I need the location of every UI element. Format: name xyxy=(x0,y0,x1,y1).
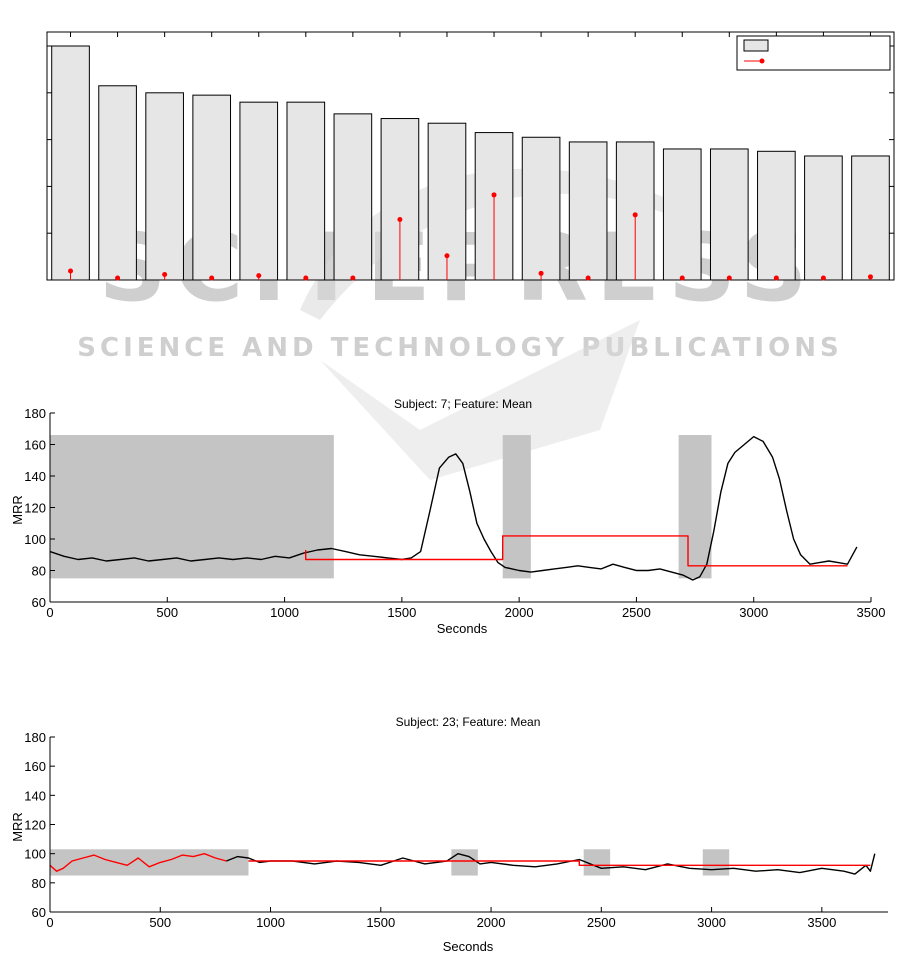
y-tick-label: 120 xyxy=(24,818,46,833)
x-tick-label: 1000 xyxy=(256,915,285,930)
x-tick-label: 1500 xyxy=(387,605,416,620)
x-tick-label: 500 xyxy=(149,915,171,930)
chart3-axes: 0 500 1000 1500 2000 2500 3000 3500 60 80 100 120 14… xyxy=(24,730,888,930)
series-line xyxy=(248,860,871,866)
x-tick-label: 2000 xyxy=(477,915,506,930)
chart2-title: Subject: 7; Feature: Mean xyxy=(394,397,532,411)
chart2-y-axis-label: MRR xyxy=(10,495,25,525)
stem-marker xyxy=(115,275,121,281)
chart1-legend xyxy=(736,35,891,71)
chart3-title: Subject: 23; Feature: Mean xyxy=(396,715,541,729)
y-tick-label: 140 xyxy=(24,788,46,803)
y-tick-label: 80 xyxy=(32,876,46,891)
stem-marker xyxy=(867,274,873,280)
chart3-x-axis-label: Seconds xyxy=(443,939,494,954)
stem-marker xyxy=(256,273,262,279)
y-tick-label: 100 xyxy=(24,532,46,547)
stem-marker xyxy=(209,275,215,281)
x-tick-label: 3500 xyxy=(857,605,886,620)
stem-marker xyxy=(444,253,450,259)
bar xyxy=(192,94,232,281)
y-tick-label: 160 xyxy=(24,438,46,453)
stem-marker xyxy=(68,268,74,274)
bar xyxy=(521,136,561,281)
chart3-series xyxy=(49,853,876,875)
x-tick-label: 2500 xyxy=(587,915,616,930)
bar xyxy=(709,148,749,281)
chart1-plot-frame xyxy=(46,31,895,281)
stem-marker xyxy=(679,275,685,281)
y-tick-label: 180 xyxy=(24,406,46,421)
stem-marker xyxy=(726,275,732,281)
chart2-x-axis-label: Seconds xyxy=(437,621,488,636)
bar-stem-chart xyxy=(46,31,895,281)
series-line xyxy=(49,853,227,872)
stem-marker xyxy=(491,192,497,198)
bar xyxy=(333,113,373,281)
x-tick-label: 500 xyxy=(156,605,178,620)
y-tick-label: 140 xyxy=(24,469,46,484)
shaded-region xyxy=(702,849,730,876)
y-tick-label: 120 xyxy=(24,501,46,516)
bar xyxy=(662,148,702,281)
x-tick-label: 1500 xyxy=(366,915,395,930)
bar xyxy=(804,155,843,281)
series-line xyxy=(226,853,876,875)
y-tick-label: 180 xyxy=(24,730,46,745)
watermark-check-shape xyxy=(320,320,640,480)
stem-marker xyxy=(538,270,544,276)
x-tick-label: 0 xyxy=(46,915,53,930)
shaded-region xyxy=(502,435,531,579)
stem-marker xyxy=(585,275,591,281)
watermark-subtitle: SCIENCE AND TECHNOLOGY PUBLICATIONS xyxy=(77,333,842,363)
x-tick-label: 2500 xyxy=(622,605,651,620)
chart1-stems xyxy=(68,192,873,281)
y-tick-label: 160 xyxy=(24,759,46,774)
x-tick-label: 3500 xyxy=(807,915,836,930)
y-tick-label: 80 xyxy=(32,564,46,579)
stem-marker xyxy=(303,275,309,281)
stem-marker xyxy=(632,212,638,218)
chart1-legend-stem-marker xyxy=(759,58,765,64)
shaded-region xyxy=(451,849,478,876)
x-tick-label: 3000 xyxy=(739,605,768,620)
bar xyxy=(757,150,796,281)
chart3-shaded-regions xyxy=(50,849,730,876)
bar xyxy=(851,155,890,281)
chart2-axes: 0 500 1000 1500 2000 2500 3000 3500 60 80 100 120 14… xyxy=(24,406,885,620)
chart3-y-axis-label: MRR xyxy=(10,812,25,842)
y-tick-label: 60 xyxy=(32,905,46,920)
stem-marker xyxy=(773,275,779,281)
bar xyxy=(51,45,90,281)
x-tick-label: 2000 xyxy=(505,605,534,620)
shaded-region xyxy=(50,435,334,579)
y-tick-label: 100 xyxy=(24,847,46,862)
stem-marker xyxy=(397,217,403,222)
series-line xyxy=(49,435,858,581)
chart1-bars xyxy=(51,45,890,281)
subject-23-line-chart: Subject: 23; Feature: Mean 0 500 1000 1500 2… xyxy=(10,715,888,954)
bar xyxy=(145,92,184,281)
chart1-legend-bar-swatch xyxy=(743,39,769,52)
x-tick-label: 0 xyxy=(46,605,53,620)
bar xyxy=(239,101,279,281)
x-tick-label: 3000 xyxy=(697,915,726,930)
bar xyxy=(98,85,137,281)
bar xyxy=(286,101,326,281)
x-tick-label: 1000 xyxy=(270,605,299,620)
subject-7-line-chart: Subject: 7; Feature: Mean 0 500 1000 1500 20… xyxy=(10,397,885,636)
shaded-region xyxy=(50,849,249,876)
chart2-series xyxy=(49,435,858,581)
bar xyxy=(568,141,608,281)
stem-marker xyxy=(820,275,826,281)
chart2-shaded-regions xyxy=(50,435,712,579)
series-line xyxy=(305,535,848,567)
y-tick-label: 60 xyxy=(32,595,46,610)
shaded-region xyxy=(678,435,712,579)
stem-marker xyxy=(350,275,356,281)
stem-marker xyxy=(162,271,168,277)
